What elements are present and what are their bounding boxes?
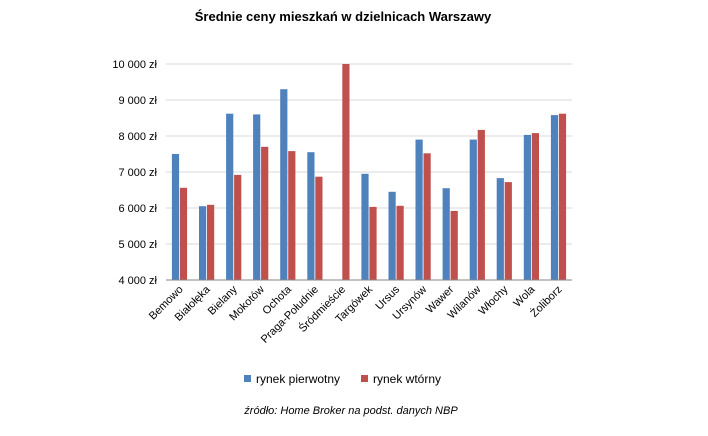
y-tick-label: 7 000 zł [118,167,157,179]
legend-label-secondary: rynek wtórny [373,372,441,386]
legend-label-primary: rynek pierwotny [256,372,340,386]
bar-secondary-9 [423,153,431,280]
legend-swatch-primary [244,375,251,382]
bar-secondary-4 [288,151,296,280]
bar-primary-9 [415,139,423,280]
legend: rynek pierwotny rynek wtórny [244,372,441,386]
y-tick-label: 4 000 zł [118,275,157,287]
bar-secondary-10 [450,210,458,280]
bar-secondary-13 [531,133,539,280]
bar-primary-4 [280,89,288,280]
bar-secondary-0 [179,187,188,280]
x-category-label: Włochy [476,283,510,317]
bar-secondary-14 [558,113,567,280]
gridlines [166,63,572,245]
legend-swatch-secondary [361,375,368,382]
y-tick-label: 8 000 zł [118,131,157,143]
bar-primary-8 [388,191,396,280]
bar-secondary-1 [207,204,215,280]
bar-secondary-12 [504,182,512,280]
y-tick-label: 9 000 zł [118,95,157,107]
y-tick-label: 5 000 zł [118,239,157,251]
bar-secondary-11 [477,129,485,280]
chart-title: Średnie ceny mieszkań w dzielnicach Wars… [195,9,492,24]
bars [171,64,567,281]
source-note: źródło: Home Broker na podst. danych NBP [243,405,458,417]
y-tick-label: 6 000 zł [118,203,157,215]
bar-secondary-6 [342,64,350,280]
bar-secondary-3 [261,146,269,280]
bar-secondary-8 [396,205,404,280]
bar-secondary-5 [315,176,323,280]
bar-primary-0 [171,154,180,280]
bar-primary-10 [442,188,450,280]
bar-primary-14 [550,115,559,280]
y-tick-label: 10 000 zł [112,59,157,71]
bar-primary-7 [361,173,369,280]
bar-primary-1 [199,206,207,280]
bar-primary-2 [226,113,234,280]
bar-primary-5 [307,152,315,280]
x-axis-labels: BemowoBiałołękaBielanyMokotówOchotaPraga… [147,283,565,346]
bar-primary-3 [253,114,261,281]
y-axis-ticks: 4 000 zł 5 000 zł 6 000 zł 7 000 zł 8 000 zł… [112,59,157,287]
bar-secondary-7 [369,206,377,280]
bar-primary-13 [523,134,531,280]
bar-primary-12 [496,178,504,280]
bar-primary-11 [469,139,477,280]
bar-secondary-2 [234,174,242,280]
